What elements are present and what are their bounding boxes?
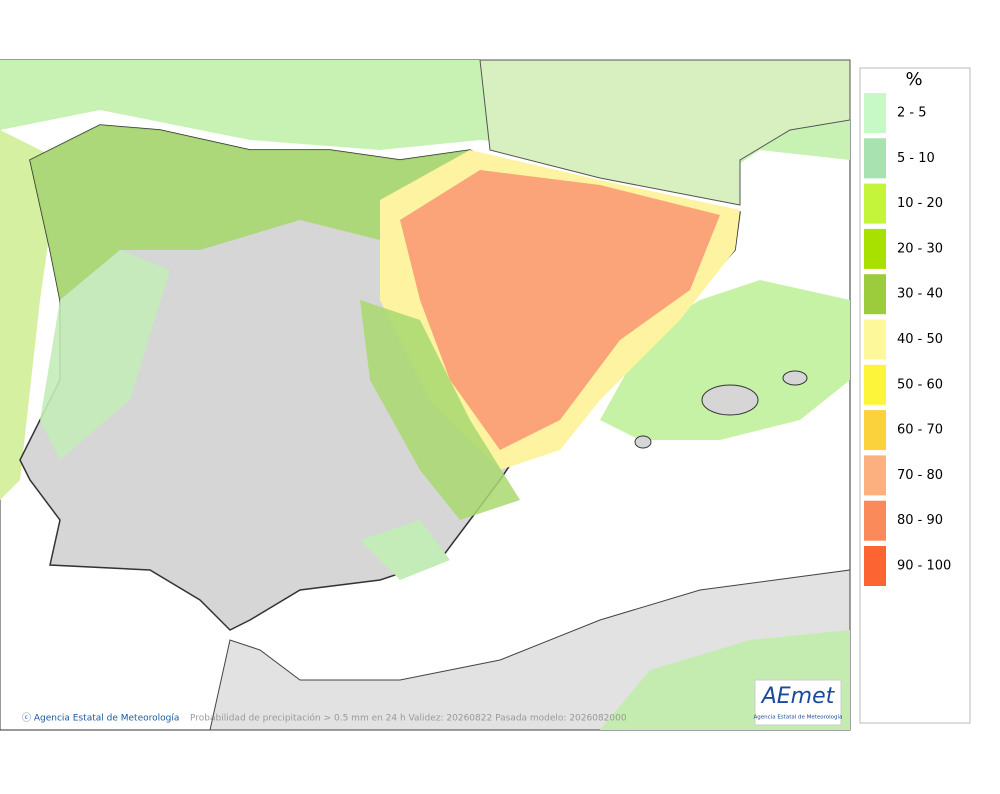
legend-label: 5 - 10 [897,151,935,166]
legend-label: 70 - 80 [897,468,943,483]
legend-label: 20 - 30 [897,241,943,256]
legend-swatch [864,183,886,224]
legend-swatch [864,138,886,179]
legend-label: 90 - 100 [897,559,951,574]
island [782,370,808,386]
legend-swatch [864,364,886,405]
logo-subtitle: Agencia Estatal de Meteorología [754,714,843,721]
legend-swatch [864,274,886,315]
credit: ⓒ Agencia Estatal de Meteorología [22,713,179,724]
legend: % 2 - 5 5 - 10 10 - 20 20 - 30 30 - 40 40 - 5… [859,67,971,724]
legend-swatch [864,410,886,451]
legend-label: 50 - 60 [897,377,943,392]
island [701,384,759,416]
legend-label: 2 - 5 [897,106,927,121]
precip-north [30,125,470,300]
legend-label: 10 - 20 [897,196,943,211]
legend-swatch [864,319,886,360]
precip-south [360,520,450,580]
precip-high [400,170,720,450]
legend-label: 60 - 70 [897,423,943,438]
land-france [479,59,851,206]
sea-field [600,280,850,440]
island [634,435,652,449]
legend-swatch [864,500,886,541]
legend-title: % [905,69,922,90]
legend-label: 40 - 50 [897,332,943,347]
legend-swatch [864,93,886,133]
logo-box [754,679,842,726]
legend-swatch [864,455,886,496]
map: ⓒ Agencia Estatal de Meteorología Probab… [0,59,851,731]
legend-swatch [864,546,886,586]
legend-label: 30 - 40 [897,287,943,302]
legend-swatch [864,228,886,269]
caption: Probabilidad de precipitación > 0.5 mm e… [190,713,627,724]
legend-label: 80 - 90 [897,513,943,528]
logo: AEmet [760,684,836,709]
precip-mid [360,300,520,520]
precip-west [40,250,170,460]
